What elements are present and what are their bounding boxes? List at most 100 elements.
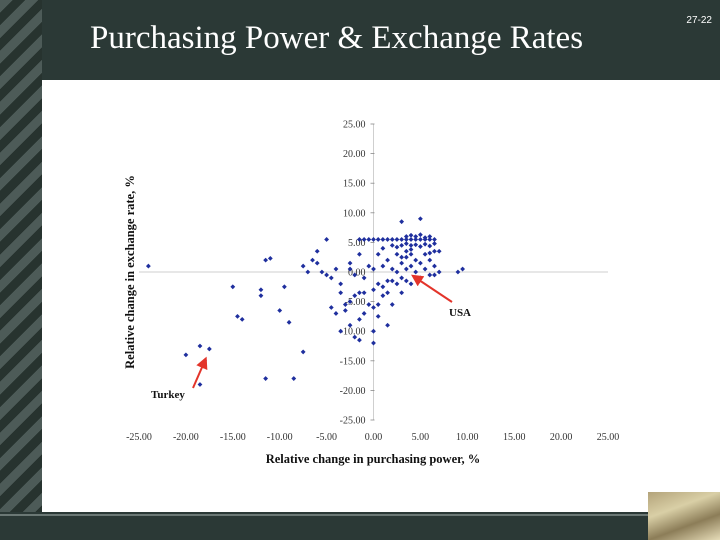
data-point bbox=[399, 260, 405, 266]
data-point bbox=[427, 237, 433, 242]
data-point bbox=[389, 302, 395, 307]
data-point bbox=[418, 244, 423, 249]
data-point bbox=[455, 269, 461, 275]
data-point bbox=[418, 237, 423, 242]
data-point bbox=[380, 263, 386, 269]
data-point bbox=[371, 340, 376, 346]
data-point bbox=[183, 352, 189, 358]
bottom-divider bbox=[0, 514, 650, 516]
data-point bbox=[347, 260, 353, 266]
data-point bbox=[361, 237, 367, 242]
data-point bbox=[371, 237, 376, 242]
data-point bbox=[338, 281, 344, 287]
data-point bbox=[371, 328, 376, 334]
x-tick-label: 0.00 bbox=[365, 432, 383, 443]
data-point bbox=[206, 346, 212, 352]
data-point bbox=[385, 237, 390, 242]
x-tick-label: 20.00 bbox=[550, 432, 573, 443]
annotation-arrow bbox=[192, 356, 208, 389]
data-point bbox=[389, 278, 395, 284]
data-point bbox=[399, 290, 405, 296]
data-point bbox=[427, 243, 433, 249]
data-point bbox=[314, 248, 320, 254]
data-point bbox=[408, 247, 414, 252]
data-point bbox=[436, 269, 442, 275]
data-point bbox=[385, 278, 390, 284]
data-point bbox=[361, 275, 367, 281]
data-point bbox=[258, 293, 264, 299]
data-point bbox=[291, 376, 297, 381]
data-point bbox=[422, 241, 428, 247]
data-point bbox=[305, 269, 311, 275]
data-point bbox=[385, 322, 390, 328]
y-tick-label: 15.00 bbox=[343, 179, 366, 190]
y-tick-label: 25.00 bbox=[343, 120, 366, 131]
data-point bbox=[357, 290, 362, 296]
data-point bbox=[352, 272, 358, 278]
data-point bbox=[286, 319, 292, 325]
data-point bbox=[267, 255, 273, 261]
data-point bbox=[399, 275, 405, 281]
x-tick-label: 25.00 bbox=[597, 432, 620, 443]
data-point bbox=[418, 232, 423, 238]
data-point bbox=[408, 281, 414, 287]
data-point bbox=[371, 305, 376, 310]
data-point bbox=[300, 349, 306, 355]
data-point bbox=[432, 237, 437, 242]
data-point bbox=[403, 266, 409, 272]
data-point bbox=[403, 254, 409, 260]
data-point bbox=[375, 251, 381, 257]
data-point bbox=[413, 237, 419, 242]
data-point bbox=[399, 242, 405, 248]
annotation-label: Turkey bbox=[151, 389, 185, 401]
data-point bbox=[375, 237, 381, 242]
data-point bbox=[328, 275, 334, 281]
data-point bbox=[418, 260, 423, 266]
data-point bbox=[300, 263, 306, 269]
data-point bbox=[394, 281, 400, 287]
data-point bbox=[342, 308, 348, 313]
data-point bbox=[427, 272, 433, 278]
data-point bbox=[413, 234, 419, 239]
y-tick-label: 0.00 bbox=[348, 268, 366, 279]
data-point bbox=[394, 251, 400, 257]
data-point bbox=[324, 272, 329, 278]
data-point bbox=[385, 257, 390, 263]
data-point bbox=[399, 254, 405, 260]
data-point bbox=[342, 302, 348, 307]
data-point bbox=[352, 293, 358, 299]
data-point bbox=[319, 269, 325, 275]
data-point bbox=[432, 248, 437, 254]
decorative-left-strip bbox=[0, 0, 42, 540]
data-point bbox=[357, 337, 362, 343]
data-point bbox=[394, 237, 400, 242]
y-tick-label: -15.00 bbox=[340, 356, 366, 367]
data-point bbox=[413, 257, 419, 263]
data-point bbox=[403, 234, 409, 239]
data-point bbox=[366, 302, 372, 307]
data-point bbox=[361, 311, 367, 316]
annotation-label: USA bbox=[449, 307, 471, 319]
data-point bbox=[314, 260, 320, 266]
data-point bbox=[333, 311, 339, 316]
y-tick-label: -25.00 bbox=[340, 416, 366, 427]
data-point bbox=[408, 232, 414, 238]
x-tick-label: -15.00 bbox=[220, 432, 246, 443]
data-point bbox=[239, 316, 245, 322]
data-point bbox=[324, 237, 329, 242]
data-point bbox=[427, 257, 433, 263]
data-point bbox=[408, 251, 414, 257]
data-point bbox=[422, 235, 428, 241]
data-point bbox=[333, 266, 339, 272]
x-tick-label: -10.00 bbox=[267, 432, 293, 443]
data-point bbox=[366, 237, 372, 242]
data-point bbox=[394, 269, 400, 275]
data-point bbox=[460, 266, 466, 272]
data-point bbox=[357, 237, 362, 242]
x-tick-label: 15.00 bbox=[503, 432, 526, 443]
data-point bbox=[357, 316, 362, 322]
data-point bbox=[432, 272, 437, 278]
y-tick-label: 10.00 bbox=[343, 208, 366, 219]
title-bar bbox=[42, 0, 720, 80]
